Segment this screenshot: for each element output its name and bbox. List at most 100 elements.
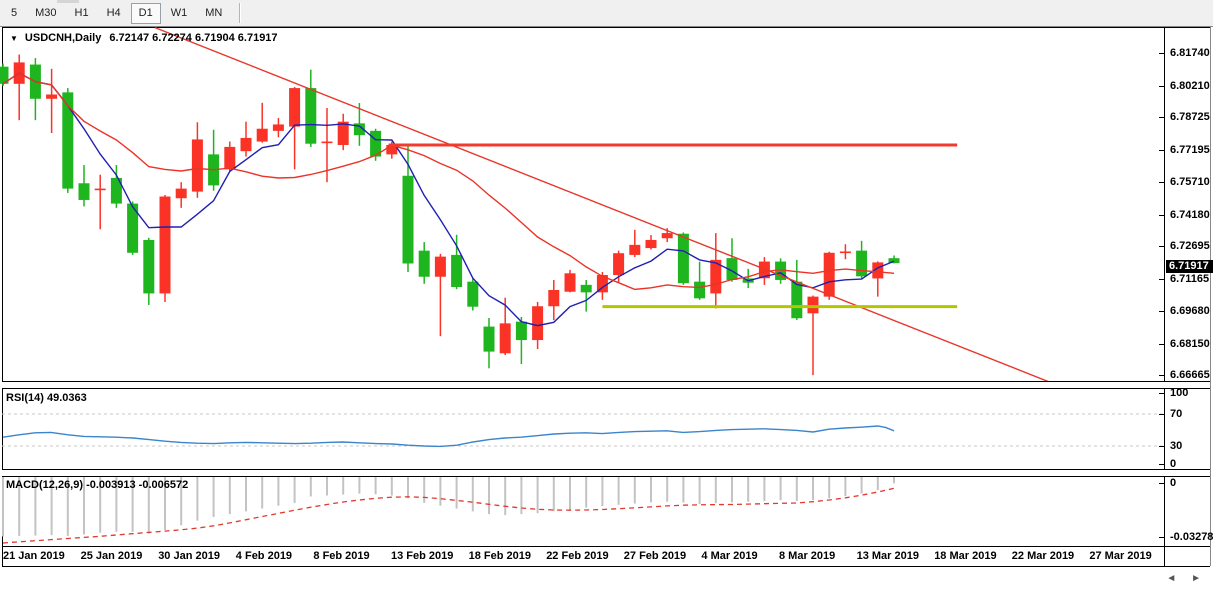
- rsi-axis-tick: [1159, 446, 1164, 447]
- candle: [483, 318, 495, 369]
- price-axis-tick: [1159, 53, 1164, 54]
- candle: [839, 244, 851, 260]
- candle-body: [839, 251, 851, 254]
- macd-bottom-border: [2, 546, 1210, 547]
- chart-left-border: [2, 27, 3, 566]
- tab-scroll-arrows-icon[interactable]: ◄ ►: [1166, 573, 1207, 584]
- candle: [402, 144, 414, 273]
- chart-title-row: ▼ USDCNH,Daily 6.72147 6.72274 6.71904 6…: [10, 31, 278, 45]
- candle: [305, 69, 317, 147]
- price-axis-tick: [1159, 246, 1164, 248]
- rsi-axis-label: 30: [1170, 440, 1183, 452]
- candle: [694, 261, 706, 300]
- candle-body: [386, 144, 398, 155]
- rsi-panel-canvas[interactable]: [0, 387, 1164, 469]
- candle-body: [175, 188, 187, 199]
- ma-slow-line: [2, 72, 895, 291]
- candle: [191, 122, 203, 198]
- price-axis-label: 6.75710: [1170, 175, 1210, 188]
- candle-body: [46, 94, 58, 99]
- candle-body: [62, 92, 74, 189]
- candle-body: [110, 177, 122, 204]
- candle-body: [807, 296, 819, 314]
- candle-body: [499, 323, 511, 354]
- price-axis-tick: [1159, 279, 1164, 281]
- pane-splitter-rsi-macd[interactable]: [2, 469, 1210, 477]
- candle: [94, 174, 106, 230]
- ma-fast-line: [2, 72, 895, 327]
- price-axis-separator: [1164, 27, 1165, 566]
- candle-body: [337, 121, 349, 145]
- date-axis-label: 25 Jan 2019: [80, 550, 143, 562]
- timeframe-button-w1[interactable]: W1: [163, 3, 196, 24]
- candle-body: [127, 203, 139, 253]
- collapse-chart-icon[interactable]: ▼: [10, 33, 18, 43]
- date-axis-label: 8 Feb 2019: [313, 550, 370, 562]
- candle: [548, 279, 560, 321]
- macd-signal-line: [2, 487, 895, 544]
- candle: [13, 54, 25, 121]
- pane-splitter-main-rsi[interactable]: [2, 381, 1210, 389]
- candle-body: [515, 321, 527, 341]
- candle: [451, 234, 463, 290]
- price-axis-tick: [1159, 150, 1164, 152]
- price-axis-tick: [1159, 181, 1164, 183]
- date-axis-label: 18 Mar 2019: [934, 550, 997, 562]
- date-axis-label: 22 Feb 2019: [546, 550, 609, 562]
- rsi-axis-tick: [1159, 393, 1164, 394]
- candle: [321, 107, 333, 183]
- main-chart-canvas[interactable]: [0, 27, 1164, 381]
- candle-body: [451, 254, 463, 288]
- candle-body: [240, 137, 252, 152]
- candle-body: [418, 250, 430, 277]
- candle-body: [434, 256, 446, 277]
- descending-trendline[interactable]: [154, 27, 1052, 381]
- candle-body: [272, 124, 284, 131]
- price-axis-label: 6.77195: [1170, 144, 1210, 157]
- macd-panel-canvas[interactable]: [0, 475, 1164, 546]
- price-axis-tick: [1159, 85, 1164, 87]
- date-axis-label: 4 Feb 2019: [235, 550, 293, 562]
- candle: [499, 297, 511, 356]
- candle-body: [289, 88, 301, 127]
- chart-window: [0, 26, 1213, 568]
- rsi-axis-tick: [1159, 414, 1164, 415]
- candle-body: [305, 88, 317, 144]
- date-axis-label: 30 Jan 2019: [158, 550, 220, 562]
- candle: [434, 253, 446, 337]
- timeframe-button-5[interactable]: 5: [3, 3, 25, 24]
- candle: [240, 121, 252, 157]
- candle-body: [596, 275, 608, 293]
- timeframe-button-m30[interactable]: M30: [27, 3, 64, 24]
- timeframe-button-h4[interactable]: H4: [99, 3, 129, 24]
- timeframe-button-d1[interactable]: D1: [130, 2, 161, 24]
- candle: [224, 141, 236, 172]
- chart-top-border: [2, 27, 1210, 28]
- candle: [823, 251, 835, 300]
- candle: [256, 102, 268, 143]
- macd-axis-label: -0.032788: [1170, 530, 1213, 543]
- candle: [127, 201, 139, 255]
- candle: [46, 68, 58, 133]
- candle-body: [256, 128, 268, 142]
- candle: [110, 165, 122, 208]
- candle-body: [370, 130, 382, 157]
- candle: [62, 88, 74, 193]
- candle-body: [548, 290, 560, 307]
- candle-body: [224, 146, 236, 170]
- timeframe-button-mn[interactable]: MN: [197, 3, 230, 24]
- price-axis-label: 6.72695: [1170, 240, 1210, 253]
- rsi-axis-label: 0: [1170, 458, 1177, 470]
- candle: [272, 118, 284, 138]
- candle-body: [872, 262, 884, 279]
- rsi-indicator-label: RSI(14) 49.0363: [6, 392, 87, 404]
- timeframe-button-h1[interactable]: H1: [67, 3, 97, 24]
- candle-body: [191, 139, 203, 192]
- price-axis-tick: [1159, 343, 1164, 345]
- candle-body: [321, 141, 333, 144]
- candle-body: [94, 188, 106, 191]
- date-axis-label: 22 Mar 2019: [1011, 550, 1075, 562]
- candle-body: [613, 253, 625, 276]
- candle: [418, 242, 430, 284]
- chart-symbol-title: USDCNH,Daily: [24, 32, 102, 44]
